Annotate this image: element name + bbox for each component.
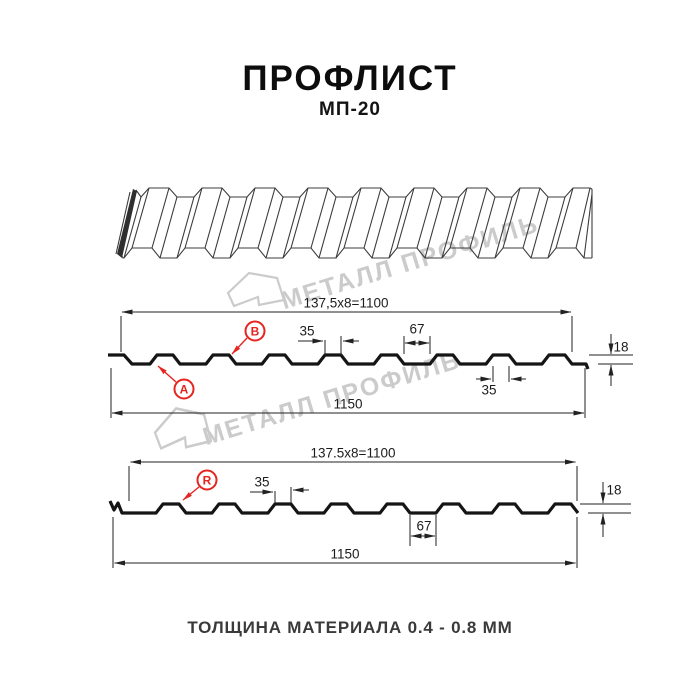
profile-top-drawing (108, 309, 633, 418)
brand-logo-icon (226, 270, 286, 310)
dim-working-width-bottom: 137.5x8=1100 (310, 445, 396, 461)
sheet-3d-drawing (115, 187, 593, 259)
point-label-a: A (179, 382, 189, 396)
profile-bottom-drawing (108, 459, 631, 568)
point-label-b: B (250, 324, 260, 338)
dim-profile-height-bottom: 18 (606, 482, 622, 498)
dim-total-width-bottom: 1150 (330, 546, 360, 562)
leader-lines (182, 486, 200, 501)
dim-valley-width-bottom: 67 (416, 518, 432, 534)
dim-working-width-top: 137,5x8=1100 (303, 295, 389, 311)
brand-logo-icon (153, 406, 213, 452)
page-title: ПРОФЛИСТ (242, 59, 458, 98)
thickness-note: ТОЛЩИНА МАТЕРИАЛА 0.4 - 0.8 ММ (187, 618, 513, 637)
point-label-r: R (202, 473, 212, 487)
dim-profile-height-top: 18 (613, 339, 629, 355)
point-marker-b: B (244, 320, 266, 342)
point-marker-a: A (173, 378, 195, 400)
dim-rib-bottom-width-top: 35 (481, 382, 497, 398)
point-marker-r: R (196, 469, 218, 491)
dim-rib-top-width-top: 35 (299, 323, 315, 339)
dim-valley-width-top: 67 (409, 321, 425, 337)
page-subtitle: МП-20 (319, 99, 381, 120)
dim-rib-top-width-bottom: 35 (254, 474, 270, 490)
leader-lines (157, 337, 248, 383)
dim-total-width-top: 1150 (333, 396, 363, 412)
